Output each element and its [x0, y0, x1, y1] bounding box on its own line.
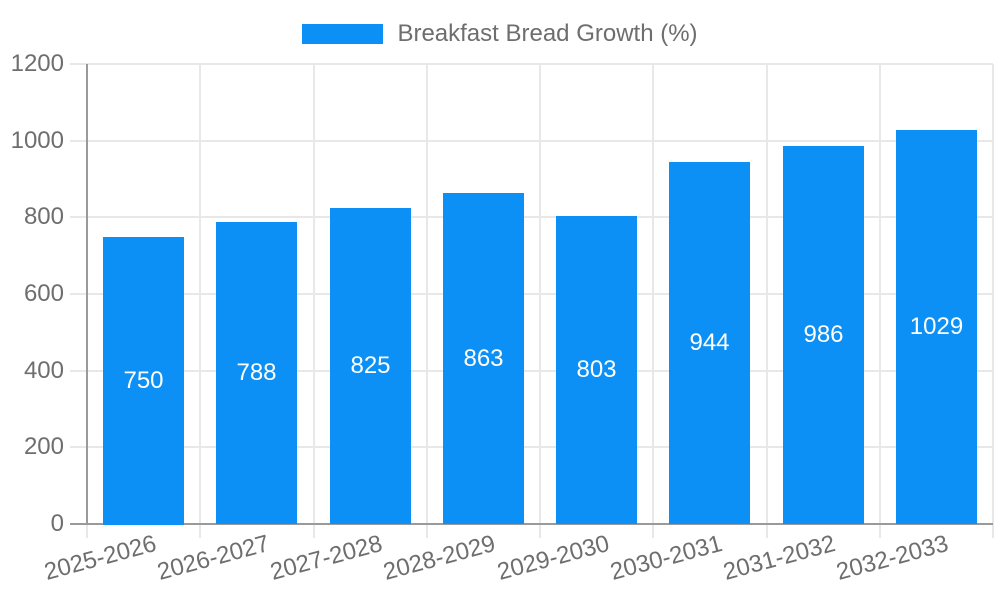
y-tick-label: 600 — [23, 280, 64, 307]
v-gridline — [199, 64, 201, 538]
bar[interactable]: 1029 — [896, 130, 977, 524]
h-gridline — [70, 140, 993, 142]
legend[interactable]: Breakfast Bread Growth (%) — [0, 20, 1000, 48]
bar-value-label: 750 — [123, 367, 164, 394]
v-gridline — [992, 64, 994, 538]
legend-swatch — [302, 24, 384, 44]
bar[interactable]: 986 — [783, 146, 864, 524]
bar[interactable]: 825 — [330, 208, 411, 524]
y-tick-label: 200 — [23, 433, 64, 460]
h-gridline — [70, 63, 993, 65]
v-gridline — [652, 64, 654, 538]
y-tick-label: 800 — [23, 203, 64, 230]
v-gridline — [426, 64, 428, 538]
x-axis-tick — [86, 524, 88, 538]
bar[interactable]: 944 — [669, 162, 750, 524]
bar-value-label: 944 — [689, 329, 730, 356]
y-tick-label: 1000 — [10, 127, 64, 154]
bar[interactable]: 750 — [103, 237, 184, 525]
y-tick-label: 1200 — [10, 50, 64, 77]
bar[interactable]: 788 — [216, 222, 297, 524]
y-tick-label: 400 — [23, 357, 64, 384]
h-gridline — [70, 446, 993, 448]
legend-label: Breakfast Bread Growth (%) — [397, 20, 698, 47]
bar-value-label: 825 — [350, 352, 391, 379]
x-axis-line — [70, 523, 993, 525]
y-axis-line — [86, 64, 88, 524]
v-gridline — [766, 64, 768, 538]
bar-value-label: 803 — [576, 356, 617, 383]
v-gridline — [313, 64, 315, 538]
v-gridline — [539, 64, 541, 538]
bar-value-label: 1029 — [909, 313, 964, 340]
bar-value-label: 788 — [236, 359, 277, 386]
bar[interactable]: 803 — [556, 216, 637, 524]
h-gridline — [70, 216, 993, 218]
bar-value-label: 863 — [463, 344, 504, 372]
v-gridline — [879, 64, 881, 538]
h-gridline — [70, 293, 993, 295]
h-gridline — [70, 370, 993, 372]
bar[interactable]: 863 — [443, 193, 524, 524]
y-tick-label: 0 — [50, 510, 64, 537]
bar-value-label: 986 — [803, 321, 844, 348]
